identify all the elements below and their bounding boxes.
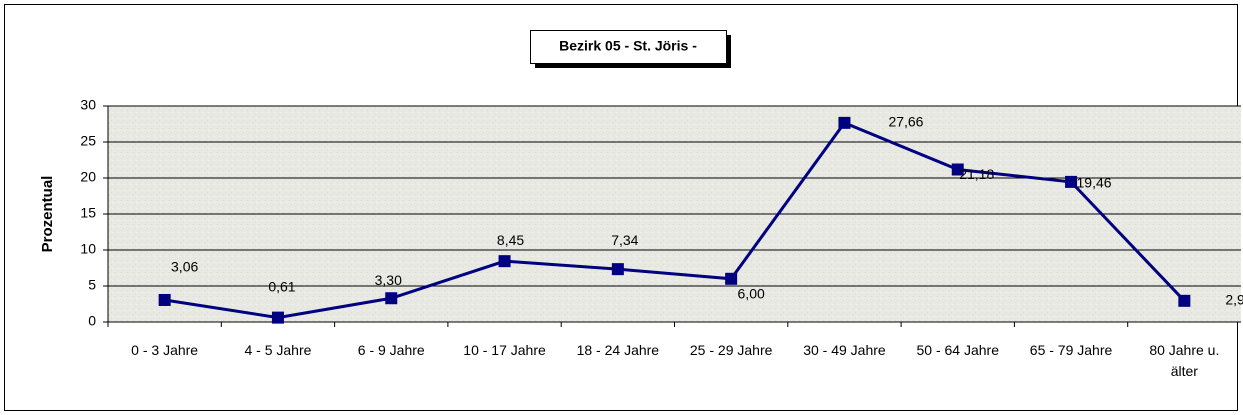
x-tick-label: 10 - 17 Jahre [463, 342, 546, 358]
data-point [1178, 294, 1191, 307]
x-tick-label: 4 - 5 Jahre [244, 342, 312, 358]
data-label: 6,00 [738, 286, 765, 302]
data-label: 3,06 [171, 259, 198, 275]
data-label: 19,46 [1077, 175, 1112, 191]
data-point [498, 255, 511, 268]
y-tick-label: 10 [80, 241, 96, 257]
y-tick-label: 15 [80, 205, 96, 221]
x-tick-label: 18 - 24 Jahre [576, 342, 660, 358]
y-tick-label: 0 [88, 313, 96, 329]
chart-title: Bezirk 05 - St. Jöris - [559, 38, 697, 54]
data-label: 7,34 [611, 232, 638, 248]
y-tick-label: 5 [88, 277, 96, 293]
data-point [271, 311, 284, 324]
y-tick-label: 30 [80, 97, 96, 113]
data-point [158, 293, 171, 306]
x-tick-label: 25 - 29 Jahre [689, 342, 773, 358]
data-point [611, 263, 624, 276]
title-box [530, 30, 727, 64]
data-label: 3,30 [375, 272, 402, 288]
data-label: 27,66 [888, 114, 923, 130]
y-tick-label: 20 [80, 169, 96, 185]
data-label: 8,45 [497, 232, 524, 248]
data-point [385, 292, 398, 305]
data-label: 2,94 [1225, 292, 1243, 308]
y-axis-label: Prozentual [39, 176, 56, 253]
x-tick-label: 50 - 64 Jahre [916, 342, 1000, 358]
data-label: 21,18 [959, 166, 994, 182]
data-line [164, 121, 1186, 320]
x-tick-label: 30 - 49 Jahre [803, 342, 886, 358]
x-tick-label: 65 - 79 Jahre [1029, 342, 1113, 358]
x-tick-label: 80 Jahre u. älter [1149, 342, 1220, 379]
data-label: 0,61 [268, 278, 295, 294]
data-point [725, 272, 738, 285]
data-point [951, 163, 964, 176]
x-tick-label: 0 - 3 Jahre [131, 342, 199, 358]
data-point [1065, 175, 1078, 188]
data-point [838, 116, 851, 129]
x-tick-label: 6 - 9 Jahre [357, 342, 425, 358]
y-tick-label: 25 [80, 133, 96, 149]
